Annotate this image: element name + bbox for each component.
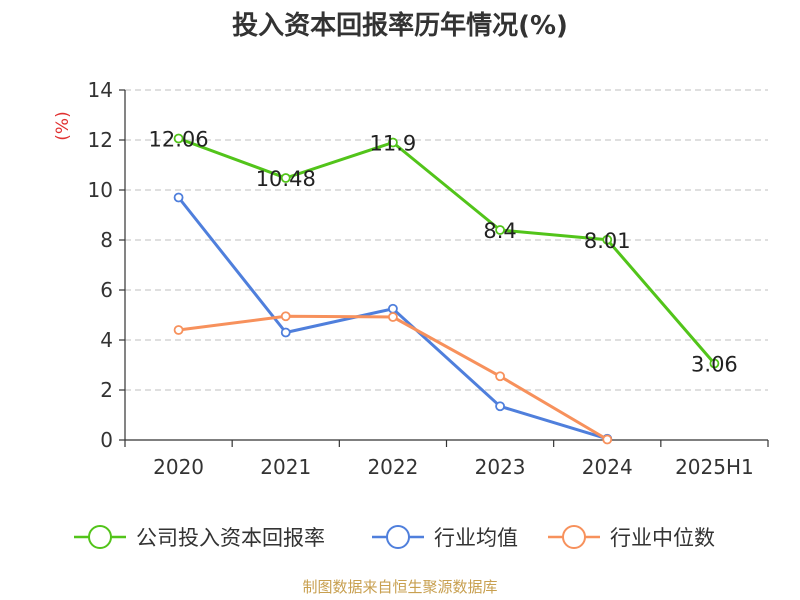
axes: 0 2 4 6 8 10 12 14 2020 2021 2022 2023 2024 2025H1 [88,78,769,479]
legend: 公司投入资本回报率 行业均值 行业中位数 [74,525,715,550]
x-tick-label: 2024 [582,455,633,479]
legend-marker [386,525,410,549]
data-point [280,173,291,183]
grid-lines [125,89,768,391]
x-tick-label: 2022 [367,455,418,479]
y-tick-label: 0 [100,428,113,452]
y-axis-label: (%) [53,111,73,140]
data-label: 12.06 [149,128,209,152]
y-tick-label: 4 [100,328,113,352]
data-point [495,225,505,235]
legend-label: 公司投入资本回报率 [136,526,325,550]
legend-label: 行业中位数 [610,526,715,550]
data-point [602,434,613,445]
data-point [280,327,291,338]
x-tick-label: 2025H1 [675,455,754,479]
y-tick-label: 12 [88,128,113,152]
y-tick-label: 6 [100,278,113,302]
series-line [177,314,609,441]
y-tick-label: 8 [100,228,113,252]
x-tick-label: 2023 [475,455,526,479]
x-tick-label: 2020 [153,455,204,479]
data-point [495,371,505,382]
series-lines [173,133,720,445]
x-tick-label: 2021 [260,455,311,479]
data-point [388,303,398,314]
y-tick-label: 14 [88,78,113,102]
y-tick-label: 10 [88,178,113,202]
legend-marker [88,525,112,549]
data-label: 11.9 [370,132,417,156]
data-label: 10.48 [256,167,316,191]
data-point [173,133,184,144]
data-point [709,358,720,369]
data-label: 8.4 [483,219,516,243]
y-tick-label: 2 [100,378,113,402]
data-point [495,401,505,412]
data-point [280,311,291,322]
series-line [177,137,716,365]
data-label: 3.06 [691,353,738,377]
data-point [173,192,184,203]
data-point [602,234,613,245]
data-point [173,325,184,335]
data-point [388,137,398,148]
legend-label: 行业均值 [434,526,518,550]
legend-marker [562,525,586,549]
data-label: 8.01 [584,229,631,253]
source-note: 制图数据来自恒生聚源数据库 [302,578,497,596]
chart-title: 投入资本回报率历年情况(%) [232,10,568,41]
data-point [388,312,398,322]
data-labels: 12.06 10.48 11.9 8.4 8.01 3.06 [149,128,738,377]
